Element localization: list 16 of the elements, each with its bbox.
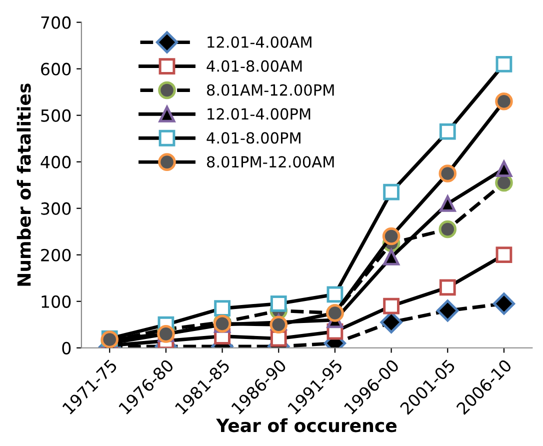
y-tick-label: 600: [41, 62, 71, 76]
y-tick-label: 700: [41, 16, 71, 29]
legend-label: 8.01PM-12.00AM: [207, 156, 334, 168]
y-tick-label: 500: [41, 109, 71, 122]
y-tick-label: 100: [42, 295, 71, 308]
y-tick-label: 200: [41, 248, 71, 262]
y-tick-label: 0: [62, 342, 71, 354]
y-tick-label: 300: [41, 202, 71, 215]
legend-label: 12.01-4.00PM: [208, 108, 310, 120]
legend-label: 8.01AM-12.00PM: [207, 84, 334, 96]
y-tick-label: 400: [40, 156, 71, 168]
legend-label: 4.01-8.00AM: [206, 60, 302, 72]
legend-label: 4.01-8.00PM: [206, 132, 300, 144]
y-axis-title: Number of fatalities: [16, 84, 31, 286]
x-axis-title: Year of occurence: [216, 418, 397, 432]
legend-label: 12.01-4.00AM: [208, 36, 312, 48]
